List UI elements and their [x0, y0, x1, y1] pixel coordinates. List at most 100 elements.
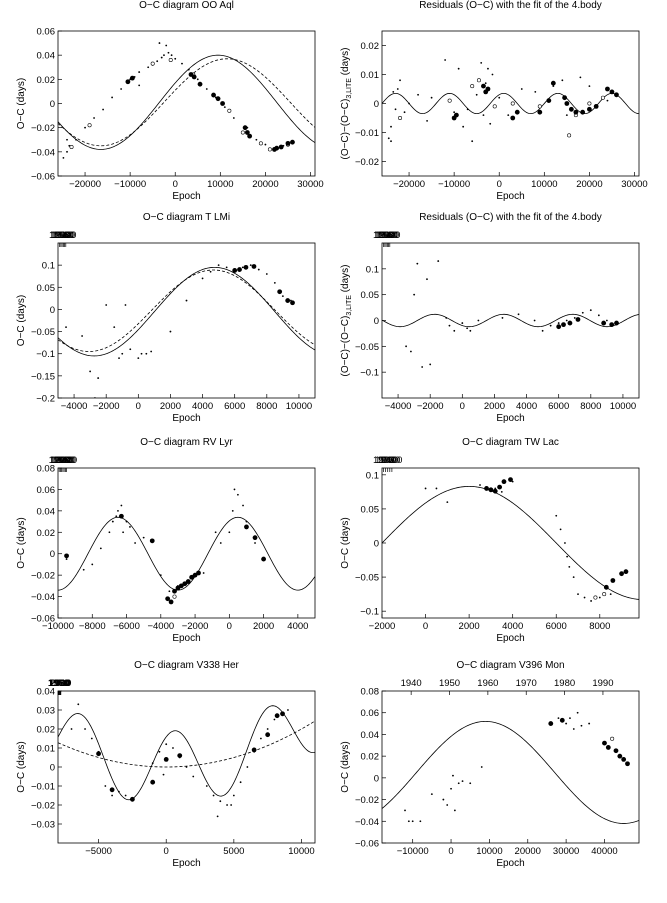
data-point-visual [214, 531, 217, 534]
x-tick-label: −8000 [79, 621, 106, 632]
data-point-visual [568, 565, 571, 568]
y-tick-label: −0.05 [31, 327, 55, 338]
y-tick-label: −0.04 [31, 147, 55, 158]
x-tick-label: 6000 [548, 401, 569, 412]
y-axis-label-tail: (days) [340, 47, 351, 78]
y-tick-label: −0.04 [31, 592, 55, 603]
data-point-visual [392, 91, 395, 93]
x-tick-label: −2000 [93, 401, 120, 412]
data-point-ccd [561, 322, 566, 328]
plot-area [382, 711, 639, 824]
data-point-ccd [244, 524, 249, 530]
data-point-visual [435, 487, 438, 490]
y-tick-label: 0.02 [361, 752, 380, 763]
data-point-visual [111, 520, 114, 523]
data-point-visual [174, 57, 177, 60]
data-point-ccd [197, 81, 203, 87]
y-axis-label-main: O−C (days) [16, 741, 27, 792]
data-point-visual [147, 66, 150, 69]
data-point-visual [65, 326, 67, 329]
data-point-visual [265, 273, 268, 275]
top-tick-label: 2000 [379, 230, 400, 241]
top-tick-label: 1960 [377, 230, 398, 241]
top-tick-label: 1940 [52, 230, 73, 241]
data-point-ccd [546, 98, 552, 103]
data-point-visual [576, 711, 579, 714]
x-tick-label: 2000 [459, 621, 480, 632]
x-tick-label: 2000 [160, 401, 181, 412]
data-point-visual [219, 800, 222, 803]
data-point-visual [115, 515, 118, 518]
data-point-ccd [237, 267, 242, 272]
x-tick-label: 0 [173, 179, 178, 190]
top-tick-label: 1960 [53, 230, 74, 241]
data-point-ccd [593, 104, 599, 109]
x-tick-label: −4000 [61, 401, 88, 412]
plot-area [382, 59, 639, 143]
x-tick-label: 10000 [288, 846, 314, 857]
data-point-photographic [398, 116, 403, 121]
x-tick-label: 2000 [484, 401, 505, 412]
data-point-ccd [118, 513, 124, 519]
data-point-ccd [192, 572, 198, 578]
data-point-photographic [537, 104, 542, 109]
x-tick-label: 10000 [207, 179, 233, 190]
data-point-visual [446, 501, 449, 503]
data-point-visual [66, 138, 68, 141]
data-point-visual [111, 96, 114, 99]
data-point-ccd [453, 112, 459, 118]
fit-curve-dashed [58, 58, 315, 147]
data-point-photographic [470, 84, 475, 89]
x-axis-label: Epoch [496, 858, 524, 869]
data-point-visual [287, 709, 289, 711]
data-point-visual [138, 71, 141, 73]
data-point-ccd [168, 599, 174, 605]
data-point-visual [129, 348, 132, 351]
y-tick-label: 0.02 [361, 41, 380, 52]
top-tick-label: 1960 [52, 455, 73, 466]
chart-panel-5: O−C diagram RV Lyr−10000 −8000 −6000 −4000−… [16, 437, 316, 644]
data-point-visual [225, 266, 228, 269]
fit-curve [382, 486, 639, 600]
top-tick-label: 1960 [377, 455, 398, 466]
data-point-visual [541, 329, 544, 332]
top-tick-label: 1980 [54, 230, 75, 241]
data-point-visual [517, 313, 520, 316]
data-point-visual [446, 804, 449, 806]
data-point-ccd [613, 748, 619, 754]
data-point-ccd [562, 95, 568, 101]
y-tick-label: −0.06 [355, 839, 379, 850]
top-tick-label: 1940 [401, 678, 422, 689]
data-point-visual [118, 357, 120, 360]
data-point-ccd [165, 596, 171, 602]
chart-panel-6: O−C diagram TW Lac −2000 0 2000 4000 6000 8000… [340, 437, 640, 644]
data-point-visual [396, 88, 399, 90]
chart-panel-8: O−C diagram V396 Mon −10000 0 10000 20000 300… [340, 660, 640, 869]
plot-frame [381, 30, 640, 177]
data-point-ccd [189, 574, 195, 580]
data-point-visual [477, 319, 480, 322]
data-point-visual [264, 143, 267, 146]
data-point-visual [408, 102, 410, 105]
data-point-ccd [625, 761, 630, 767]
y-tick-label: −0.02 [31, 801, 55, 812]
data-point-ccd [211, 92, 216, 98]
y-tick-label: −0.05 [355, 342, 379, 353]
data-point-visual [163, 54, 165, 57]
data-point-photographic [267, 147, 272, 152]
x-tick-label: −20000 [393, 179, 425, 190]
data-point-ccd [290, 300, 295, 306]
x-tick-label: −10000 [397, 846, 429, 857]
y-tick-label: −0.03 [31, 820, 55, 831]
data-point-ccd [510, 115, 516, 121]
data-point-visual [255, 138, 258, 141]
data-point-visual [557, 322, 560, 324]
y-tick-label: 0 [374, 316, 379, 327]
data-point-visual [407, 820, 410, 823]
data-point-visual [565, 319, 568, 322]
data-point-ccd [605, 745, 611, 750]
x-axis-label: Epoch [172, 191, 200, 202]
data-point-visual [559, 528, 562, 531]
y-tick-label: −0.05 [355, 573, 379, 584]
data-point-visual [217, 264, 220, 267]
